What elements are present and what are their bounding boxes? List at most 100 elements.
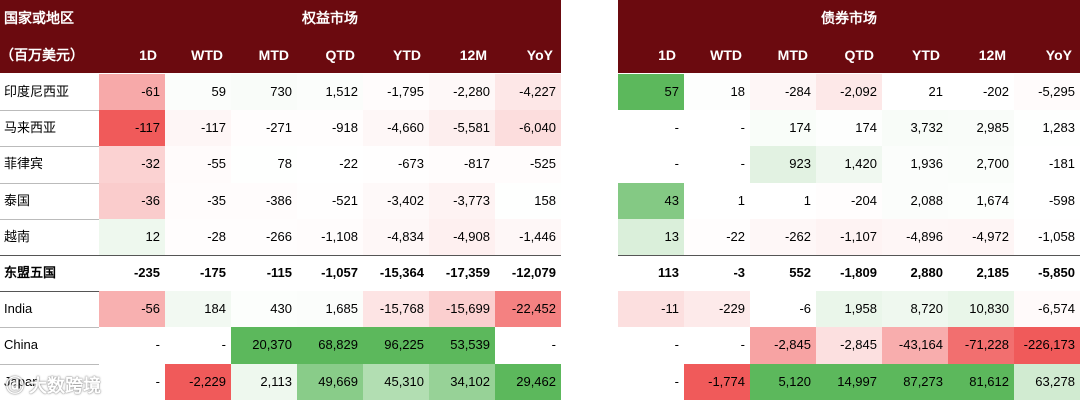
region-header: 国家或地区 <box>4 10 74 26</box>
bond-cell-wtd: 18 <box>684 74 750 111</box>
equity-cell-mtd: 20,370 <box>231 327 297 365</box>
equity-cell-mtd: 78 <box>231 146 297 184</box>
equity-cell-qtd: -1,057 <box>297 255 363 292</box>
bond-cell-mtd: 174 <box>750 110 816 147</box>
bond-cell-mtd: 5,120 <box>750 363 816 401</box>
bond-cell-12m: 2,700 <box>948 146 1014 184</box>
equity-cell-qtd: -22 <box>297 146 363 184</box>
equity-cell-wtd: 184 <box>165 291 231 328</box>
equity-cell-ytd: 45,310 <box>363 363 429 401</box>
equity-cell-qtd: 49,669 <box>297 363 363 401</box>
bond-cell-qtd: -204 <box>816 182 882 220</box>
bond-cell-12m: 2,185 <box>948 255 1014 292</box>
equity-cell-qtd: 1,685 <box>297 291 363 328</box>
equity-cell-qtd: 1,512 <box>297 74 363 111</box>
equity-cell-yoy: -6,040 <box>495 110 561 147</box>
equity-cell-yoy: 29,462 <box>495 363 561 401</box>
equity-col-1d: 1D <box>139 47 157 63</box>
equity-cell-yoy: -525 <box>495 146 561 184</box>
row-label: 越南 <box>4 228 31 244</box>
watermark-icon: ⓓ <box>6 376 30 396</box>
bond-cell-ytd: 21 <box>882 74 948 111</box>
equity-cell-wtd: -55 <box>165 146 231 184</box>
bond-cell-ytd: -43,164 <box>882 327 948 365</box>
equity-cell-wtd: - <box>165 327 231 365</box>
row-divider <box>0 327 99 328</box>
bond-cell-ytd: 2,880 <box>882 255 948 292</box>
equity-cell-mtd: 730 <box>231 74 297 111</box>
row-divider <box>0 183 99 184</box>
bond-cell-12m: 2,985 <box>948 110 1014 147</box>
bond-cell-mtd: 1 <box>750 182 816 220</box>
equity-cell-mtd: -115 <box>231 255 297 292</box>
bond-cell-wtd: - <box>684 327 750 365</box>
bond-cell-yoy: -598 <box>1014 182 1080 220</box>
row-divider <box>0 364 99 365</box>
equity-cell-1d: -32 <box>99 146 165 184</box>
bond-cell-wtd: -1,774 <box>684 363 750 401</box>
bond-cell-1d: 13 <box>618 218 684 256</box>
equity-cell-mtd: 430 <box>231 291 297 328</box>
row-label: 马来西亚 <box>4 120 57 136</box>
equity-col-12m: 12M <box>459 47 487 63</box>
row-label: 泰国 <box>4 192 31 208</box>
equity-cell-1d: - <box>99 327 165 365</box>
equity-cell-12m: -5,581 <box>429 110 495 147</box>
equity-cell-12m: -3,773 <box>429 182 495 220</box>
row-divider <box>0 146 99 147</box>
bond-cell-yoy: 1,283 <box>1014 110 1080 147</box>
watermark-logo: ⓓ 大数跨境 <box>6 371 101 401</box>
equity-cell-yoy: - <box>495 327 561 365</box>
equity-col-qtd: QTD <box>325 47 355 63</box>
equity-cell-12m: 53,539 <box>429 327 495 365</box>
equity-cell-wtd: -35 <box>165 182 231 220</box>
equity-cell-wtd: -2,229 <box>165 363 231 401</box>
equity-cell-1d: - <box>99 363 165 401</box>
bond-cell-mtd: -6 <box>750 291 816 328</box>
bond-cell-wtd: - <box>684 110 750 147</box>
equity-cell-ytd: -4,660 <box>363 110 429 147</box>
bond-title: 债券市场 <box>821 10 877 26</box>
watermark-text: 大数跨境 <box>29 376 102 396</box>
bond-cell-yoy: -6,574 <box>1014 291 1080 328</box>
bond-cell-yoy: -5,295 <box>1014 74 1080 111</box>
equity-cell-12m: -817 <box>429 146 495 184</box>
bond-cell-yoy: 63,278 <box>1014 363 1080 401</box>
equity-cell-ytd: -15,364 <box>363 255 429 292</box>
equity-cell-yoy: 158 <box>495 182 561 220</box>
row-divider <box>0 110 99 111</box>
bond-cell-12m: 1,674 <box>948 182 1014 220</box>
row-label: Japan <box>4 373 40 389</box>
equity-cell-ytd: -4,834 <box>363 218 429 256</box>
bond-cell-ytd: 2,088 <box>882 182 948 220</box>
equity-cell-1d: -235 <box>99 255 165 292</box>
bond-cell-mtd: -262 <box>750 218 816 256</box>
bond-cell-qtd: 1,958 <box>816 291 882 328</box>
equity-cell-1d: -56 <box>99 291 165 328</box>
bond-cell-1d: 43 <box>618 182 684 220</box>
row-label: 菲律宾 <box>4 156 44 172</box>
equity-cell-12m: -15,699 <box>429 291 495 328</box>
bond-col-qtd: QTD <box>844 47 874 63</box>
table-divider <box>618 255 1080 256</box>
equity-cell-qtd: -521 <box>297 182 363 220</box>
row-label: 印度尼西亚 <box>4 84 70 99</box>
bond-col-wtd: WTD <box>710 47 742 63</box>
bond-cell-wtd: -3 <box>684 255 750 292</box>
equity-col-wtd: WTD <box>191 47 223 63</box>
equity-cell-1d: -117 <box>99 110 165 147</box>
equity-cell-1d: -36 <box>99 182 165 220</box>
bond-cell-12m: -202 <box>948 74 1014 111</box>
bond-cell-1d: - <box>618 146 684 184</box>
bond-cell-qtd: -2,845 <box>816 327 882 365</box>
equity-col-mtd: MTD <box>258 47 289 63</box>
equity-cell-ytd: -15,768 <box>363 291 429 328</box>
bond-cell-1d: - <box>618 110 684 147</box>
bond-cell-qtd: -1,809 <box>816 255 882 292</box>
bond-cell-mtd: -284 <box>750 74 816 111</box>
bond-cell-qtd: -2,092 <box>816 74 882 111</box>
equity-cell-wtd: -117 <box>165 110 231 147</box>
bond-cell-qtd: 1,420 <box>816 146 882 184</box>
bond-cell-ytd: 1,936 <box>882 146 948 184</box>
